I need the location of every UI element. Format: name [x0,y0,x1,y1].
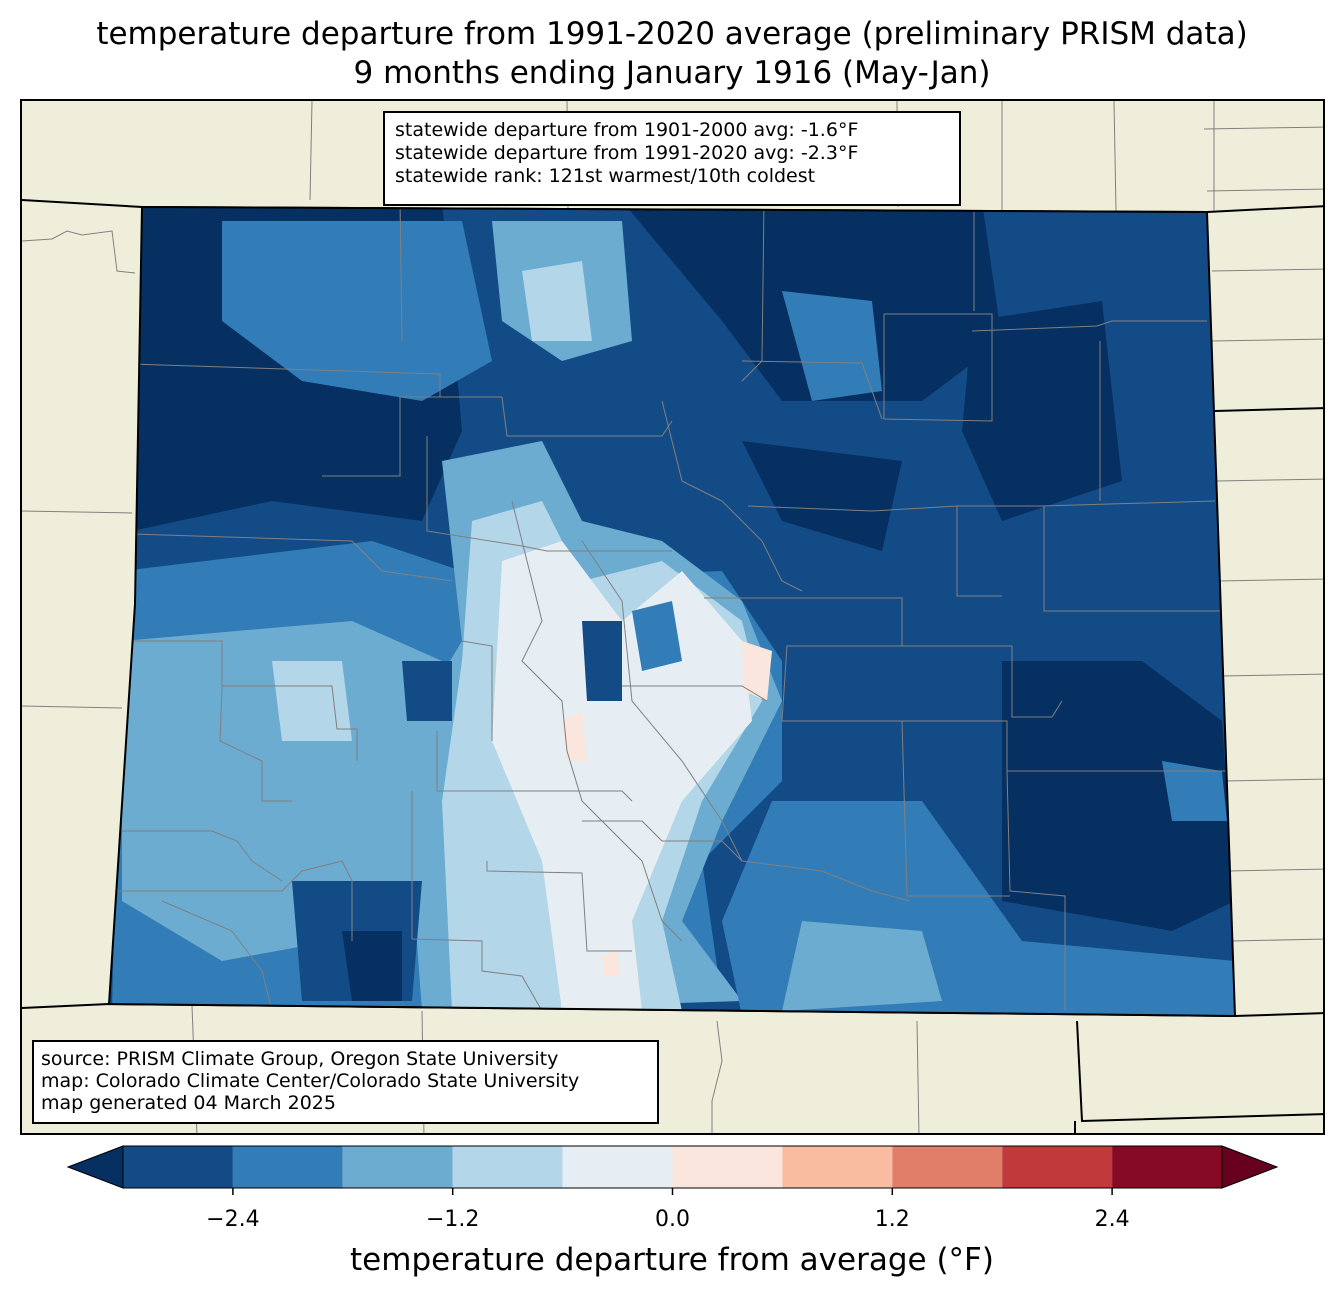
map-svg [22,101,1323,1133]
colorbar-bin [232,1146,343,1188]
colorbar-label: temperature departure from average (°F) [350,1242,994,1278]
statewide-stats-box: statewide departure from 1901-2000 avg: … [383,111,961,206]
colorbar-arrow-low [66,1145,124,1189]
stats-line-rank: statewide rank: 121st warmest/10th colde… [395,165,816,187]
neighbor-county-lines [22,101,1323,1133]
colorbar-bin [123,1146,233,1188]
colorbar-arrow-high [1221,1145,1279,1189]
colorbar-bin [1112,1146,1222,1188]
colorbar-bin [452,1146,563,1188]
colorbar-tick-label: −1.2 [425,1207,480,1232]
chart-title: temperature departure from 1991-2020 ave… [96,16,1248,52]
colorado-outline [107,205,1237,1018]
colorbar-tick-label: −2.4 [206,1207,260,1232]
colorado-map [20,99,1325,1135]
colorbar-bin [782,1146,893,1188]
credit-source: source: PRISM Climate Group, Oregon Stat… [41,1048,559,1070]
chart-subtitle: 9 months ending January 1916 (May-Jan) [353,55,991,91]
credit-box: source: PRISM Climate Group, Oregon Stat… [32,1040,659,1124]
county-lines [112,207,1232,1012]
credit-map: map: Colorado Climate Center/Colorado St… [41,1070,580,1092]
credit-generated: map generated 04 March 2025 [41,1092,336,1114]
colorbar-bin [1002,1146,1113,1188]
colorbar-tick-label: 1.2 [874,1207,910,1232]
colorbar-bin [672,1146,783,1188]
colorbar-tick-label: 0.0 [655,1207,690,1232]
colorbar-bin [892,1146,1003,1188]
colorbar-bin [342,1146,453,1188]
colorbar-bin [562,1146,673,1188]
stats-line-1901-2000: statewide departure from 1901-2000 avg: … [395,119,859,141]
colorbar [66,1145,1279,1195]
colorbar-tick-label: 2.4 [1094,1207,1130,1232]
stats-line-1991-2020: statewide departure from 1991-2020 avg: … [395,142,859,164]
